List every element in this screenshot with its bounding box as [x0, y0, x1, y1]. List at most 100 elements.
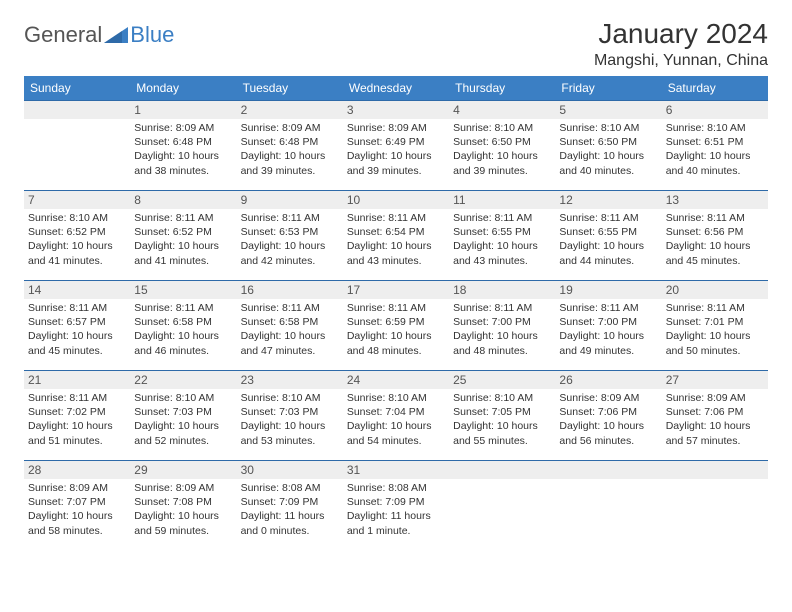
day-cell: 29Sunrise: 8:09 AMSunset: 7:08 PMDayligh…	[130, 461, 236, 551]
day-details: Sunrise: 8:11 AMSunset: 6:59 PMDaylight:…	[347, 301, 445, 358]
sunrise-text: Sunrise: 8:10 AM	[241, 391, 339, 405]
day-details: Sunrise: 8:10 AMSunset: 6:52 PMDaylight:…	[28, 211, 126, 268]
day-number: 26	[555, 371, 661, 389]
daylight-text: Daylight: 10 hours and 41 minutes.	[28, 239, 126, 267]
day-cell: 10 Sunrise: 8:11 AMSunset: 6:54 PMDayligh…	[343, 191, 449, 281]
day-details: Sunrise: 8:10 AMSunset: 6:51 PMDaylight:…	[666, 121, 764, 178]
title-block: January 2024 Mangshi, Yunnan, China	[594, 18, 768, 70]
sunrise-text: Sunrise: 8:11 AM	[559, 301, 657, 315]
daylight-text: Daylight: 10 hours and 49 minutes.	[559, 329, 657, 357]
sunrise-text: Sunrise: 8:11 AM	[241, 301, 339, 315]
day-cell: 5 Sunrise: 8:10 AMSunset: 6:50 PMDaylight…	[555, 101, 661, 191]
day-details: Sunrise: 8:11 AMSunset: 6:52 PMDaylight:…	[134, 211, 232, 268]
day-details: Sunrise: 8:08 AMSunset: 7:09 PMDaylight:…	[347, 481, 445, 538]
sunset-text: Sunset: 6:52 PM	[28, 225, 126, 239]
day-details: Sunrise: 8:09 AMSunset: 7:06 PMDaylight:…	[559, 391, 657, 448]
logo-triangle-icon	[104, 25, 128, 45]
daylight-text: Daylight: 10 hours and 53 minutes.	[241, 419, 339, 447]
daylight-text: Daylight: 10 hours and 45 minutes.	[28, 329, 126, 357]
weekday-header: Tuesday	[237, 76, 343, 101]
sunrise-text: Sunrise: 8:10 AM	[559, 121, 657, 135]
day-number: 30	[237, 461, 343, 479]
daylight-text: Daylight: 10 hours and 51 minutes.	[28, 419, 126, 447]
day-cell: 1Sunrise: 8:09 AMSunset: 6:48 PMDaylight…	[130, 101, 236, 191]
daylight-text: Daylight: 10 hours and 41 minutes.	[134, 239, 232, 267]
weekday-header: Thursday	[449, 76, 555, 101]
day-number: 28	[24, 461, 130, 479]
week-row: 7Sunrise: 8:10 AMSunset: 6:52 PMDaylight…	[24, 191, 768, 281]
day-cell: 28Sunrise: 8:09 AMSunset: 7:07 PMDayligh…	[24, 461, 130, 551]
day-number: 24	[343, 371, 449, 389]
day-details: Sunrise: 8:09 AMSunset: 6:49 PMDaylight:…	[347, 121, 445, 178]
sunrise-text: Sunrise: 8:10 AM	[666, 121, 764, 135]
day-cell: 19Sunrise: 8:11 AMSunset: 7:00 PMDayligh…	[555, 281, 661, 371]
day-cell: 18Sunrise: 8:11 AMSunset: 7:00 PMDayligh…	[449, 281, 555, 371]
day-details: Sunrise: 8:11 AMSunset: 7:00 PMDaylight:…	[559, 301, 657, 358]
sunset-text: Sunset: 6:58 PM	[134, 315, 232, 329]
sunset-text: Sunset: 6:48 PM	[241, 135, 339, 149]
empty-day-header	[555, 461, 661, 479]
day-cell: 20Sunrise: 8:11 AMSunset: 7:01 PMDayligh…	[662, 281, 768, 371]
sunrise-text: Sunrise: 8:10 AM	[453, 391, 551, 405]
day-number: 4	[449, 101, 555, 119]
sunrise-text: Sunrise: 8:09 AM	[241, 121, 339, 135]
sunset-text: Sunset: 6:55 PM	[559, 225, 657, 239]
sunset-text: Sunset: 6:52 PM	[134, 225, 232, 239]
day-details: Sunrise: 8:11 AMSunset: 6:58 PMDaylight:…	[241, 301, 339, 358]
day-details: Sunrise: 8:11 AMSunset: 6:54 PMDaylight:…	[347, 211, 445, 268]
day-details: Sunrise: 8:09 AMSunset: 6:48 PMDaylight:…	[134, 121, 232, 178]
day-details: Sunrise: 8:11 AMSunset: 7:02 PMDaylight:…	[28, 391, 126, 448]
daylight-text: Daylight: 10 hours and 48 minutes.	[347, 329, 445, 357]
sunset-text: Sunset: 7:04 PM	[347, 405, 445, 419]
day-cell: 17Sunrise: 8:11 AMSunset: 6:59 PMDayligh…	[343, 281, 449, 371]
sunset-text: Sunset: 7:00 PM	[559, 315, 657, 329]
sunset-text: Sunset: 7:06 PM	[666, 405, 764, 419]
daylight-text: Daylight: 10 hours and 52 minutes.	[134, 419, 232, 447]
page-header: General Blue January 2024 Mangshi, Yunna…	[24, 18, 768, 70]
day-cell	[24, 101, 130, 191]
day-details: Sunrise: 8:11 AMSunset: 7:01 PMDaylight:…	[666, 301, 764, 358]
daylight-text: Daylight: 10 hours and 45 minutes.	[666, 239, 764, 267]
day-cell	[449, 461, 555, 551]
day-cell: 11Sunrise: 8:11 AMSunset: 6:55 PMDayligh…	[449, 191, 555, 281]
day-number: 10	[343, 191, 449, 209]
location-label: Mangshi, Yunnan, China	[594, 52, 768, 70]
day-cell: 8Sunrise: 8:11 AMSunset: 6:52 PMDaylight…	[130, 191, 236, 281]
sunset-text: Sunset: 6:53 PM	[241, 225, 339, 239]
daylight-text: Daylight: 10 hours and 42 minutes.	[241, 239, 339, 267]
sunset-text: Sunset: 6:54 PM	[347, 225, 445, 239]
day-cell: 2Sunrise: 8:09 AMSunset: 6:48 PMDaylight…	[237, 101, 343, 191]
day-details: Sunrise: 8:11 AMSunset: 6:58 PMDaylight:…	[134, 301, 232, 358]
weekday-header-row: Sunday Monday Tuesday Wednesday Thursday…	[24, 76, 768, 101]
sunset-text: Sunset: 6:59 PM	[347, 315, 445, 329]
empty-day-header	[662, 461, 768, 479]
day-details: Sunrise: 8:11 AMSunset: 6:55 PMDaylight:…	[453, 211, 551, 268]
daylight-text: Daylight: 10 hours and 39 minutes.	[241, 149, 339, 177]
day-number: 31	[343, 461, 449, 479]
sunrise-text: Sunrise: 8:10 AM	[134, 391, 232, 405]
day-cell: 15Sunrise: 8:11 AMSunset: 6:58 PMDayligh…	[130, 281, 236, 371]
day-details: Sunrise: 8:09 AMSunset: 7:06 PMDaylight:…	[666, 391, 764, 448]
weekday-header: Monday	[130, 76, 236, 101]
day-cell: 12Sunrise: 8:11 AMSunset: 6:55 PMDayligh…	[555, 191, 661, 281]
sunset-text: Sunset: 7:06 PM	[559, 405, 657, 419]
day-number: 18	[449, 281, 555, 299]
day-details: Sunrise: 8:10 AMSunset: 7:04 PMDaylight:…	[347, 391, 445, 448]
day-details: Sunrise: 8:10 AMSunset: 6:50 PMDaylight:…	[559, 121, 657, 178]
sunrise-text: Sunrise: 8:09 AM	[666, 391, 764, 405]
day-cell	[555, 461, 661, 551]
day-cell: 30Sunrise: 8:08 AMSunset: 7:09 PMDayligh…	[237, 461, 343, 551]
sunset-text: Sunset: 6:50 PM	[559, 135, 657, 149]
sunset-text: Sunset: 7:03 PM	[241, 405, 339, 419]
daylight-text: Daylight: 10 hours and 59 minutes.	[134, 509, 232, 537]
sunrise-text: Sunrise: 8:09 AM	[28, 481, 126, 495]
day-cell: 31 Sunrise: 8:08 AMSunset: 7:09 PMDayligh…	[343, 461, 449, 551]
sunset-text: Sunset: 6:58 PM	[241, 315, 339, 329]
sunrise-text: Sunrise: 8:11 AM	[347, 301, 445, 315]
day-number: 5	[555, 101, 661, 119]
sunset-text: Sunset: 7:01 PM	[666, 315, 764, 329]
day-number: 21	[24, 371, 130, 389]
daylight-text: Daylight: 10 hours and 57 minutes.	[666, 419, 764, 447]
week-row: 14Sunrise: 8:11 AMSunset: 6:57 PMDayligh…	[24, 281, 768, 371]
day-details: Sunrise: 8:10 AMSunset: 7:03 PMDaylight:…	[134, 391, 232, 448]
